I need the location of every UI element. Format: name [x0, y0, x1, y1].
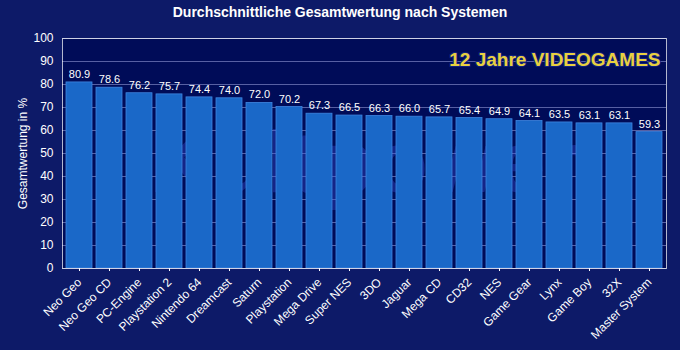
svg-text:Mega CD: Mega CD [399, 275, 445, 321]
svg-text:30: 30 [40, 192, 54, 206]
svg-text:Master System: Master System [588, 275, 654, 341]
svg-text:64.1: 64.1 [519, 107, 540, 119]
svg-text:76.2: 76.2 [129, 79, 150, 91]
svg-text:74.4: 74.4 [189, 83, 210, 95]
svg-text:3DO: 3DO [357, 275, 385, 303]
svg-text:Neo Geo: Neo Geo [40, 275, 85, 320]
svg-text:Game Gear: Game Gear [480, 275, 534, 329]
svg-text:Gesamtwertung in %: Gesamtwertung in % [16, 97, 30, 209]
svg-text:Game Boy: Game Boy [544, 275, 594, 325]
svg-text:50: 50 [40, 146, 54, 160]
svg-text:Nintendo 64: Nintendo 64 [148, 275, 205, 331]
svg-text:65.4: 65.4 [459, 104, 480, 116]
svg-text:70: 70 [40, 100, 54, 114]
svg-text:75.7: 75.7 [159, 80, 180, 92]
svg-text:Lynx: Lynx [536, 275, 565, 303]
svg-text:32X: 32X [599, 275, 624, 300]
svg-text:Super NES: Super NES [302, 275, 354, 327]
svg-text:Dreamcast: Dreamcast [183, 275, 234, 326]
svg-text:60: 60 [40, 123, 54, 137]
svg-text:63.1: 63.1 [579, 109, 600, 121]
svg-text:PC-Engine: PC-Engine [93, 275, 145, 327]
svg-text:74.0: 74.0 [219, 84, 240, 96]
svg-text:0: 0 [47, 261, 54, 275]
svg-text:Mega Drive: Mega Drive [271, 275, 325, 329]
svg-text:Jaguar: Jaguar [378, 275, 415, 312]
svg-text:10: 10 [40, 238, 54, 252]
svg-text:65.7: 65.7 [429, 103, 450, 115]
svg-text:Saturn: Saturn [229, 275, 265, 311]
svg-text:CD32: CD32 [443, 275, 475, 307]
svg-text:100: 100 [33, 31, 53, 45]
svg-text:90: 90 [40, 54, 54, 68]
svg-text:66.5: 66.5 [339, 101, 360, 113]
svg-text:Playstation: Playstation [242, 275, 295, 327]
svg-text:64.9: 64.9 [489, 105, 510, 117]
svg-text:63.5: 63.5 [549, 108, 570, 120]
svg-text:Kultpower: Kultpower [149, 112, 579, 211]
svg-text:Playstation 2: Playstation 2 [115, 275, 175, 334]
svg-text:72.0: 72.0 [249, 88, 270, 100]
svg-text:59.3: 59.3 [639, 118, 660, 130]
svg-text:12 Jahre VIDEOGAMES: 12 Jahre VIDEOGAMES [449, 49, 660, 70]
html-text:Durchschnittliche Gesamtwertun: Durchschnittliche Gesamtwertung nach Sys… [172, 4, 508, 20]
svg-text:66.3: 66.3 [369, 102, 390, 114]
svg-text:40: 40 [40, 169, 54, 183]
svg-text:78.6: 78.6 [99, 73, 120, 85]
svg-text:63.1: 63.1 [609, 109, 630, 121]
svg-text:NES: NES [477, 275, 505, 303]
svg-text:66.0: 66.0 [399, 102, 420, 114]
svg-text:80.9: 80.9 [69, 68, 90, 80]
svg-text:80: 80 [40, 77, 54, 91]
svg-text:70.2: 70.2 [279, 93, 300, 105]
svg-text:Neo Geo CD: Neo Geo CD [55, 275, 115, 334]
svg-text:20: 20 [40, 215, 54, 229]
svg-text:67.3: 67.3 [309, 99, 330, 111]
